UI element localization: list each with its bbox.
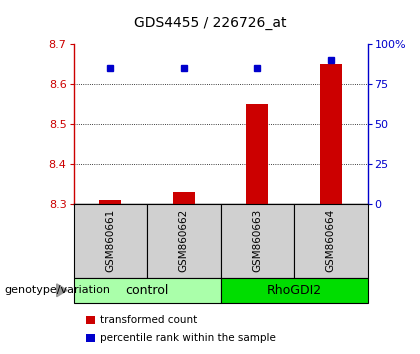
Text: control: control [125,284,169,297]
Bar [173,192,195,204]
Bar [220,204,294,278]
Text: percentile rank within the sample: percentile rank within the sample [100,333,276,343]
Text: transformed count: transformed count [100,315,197,325]
Bar [74,204,147,278]
Text: GSM860661: GSM860661 [105,209,115,272]
Bar [74,278,220,303]
Bar [220,278,368,303]
Text: GDS4455 / 226726_at: GDS4455 / 226726_at [134,16,286,30]
Text: RhoGDI2: RhoGDI2 [266,284,322,297]
Text: GSM860664: GSM860664 [326,209,336,272]
Bar [246,104,268,204]
Bar [99,200,121,204]
Bar [147,204,220,278]
Text: GSM860663: GSM860663 [252,209,262,272]
Bar [294,204,368,278]
Text: genotype/variation: genotype/variation [4,285,110,295]
Text: GSM860662: GSM860662 [179,209,189,272]
Bar [320,64,342,204]
